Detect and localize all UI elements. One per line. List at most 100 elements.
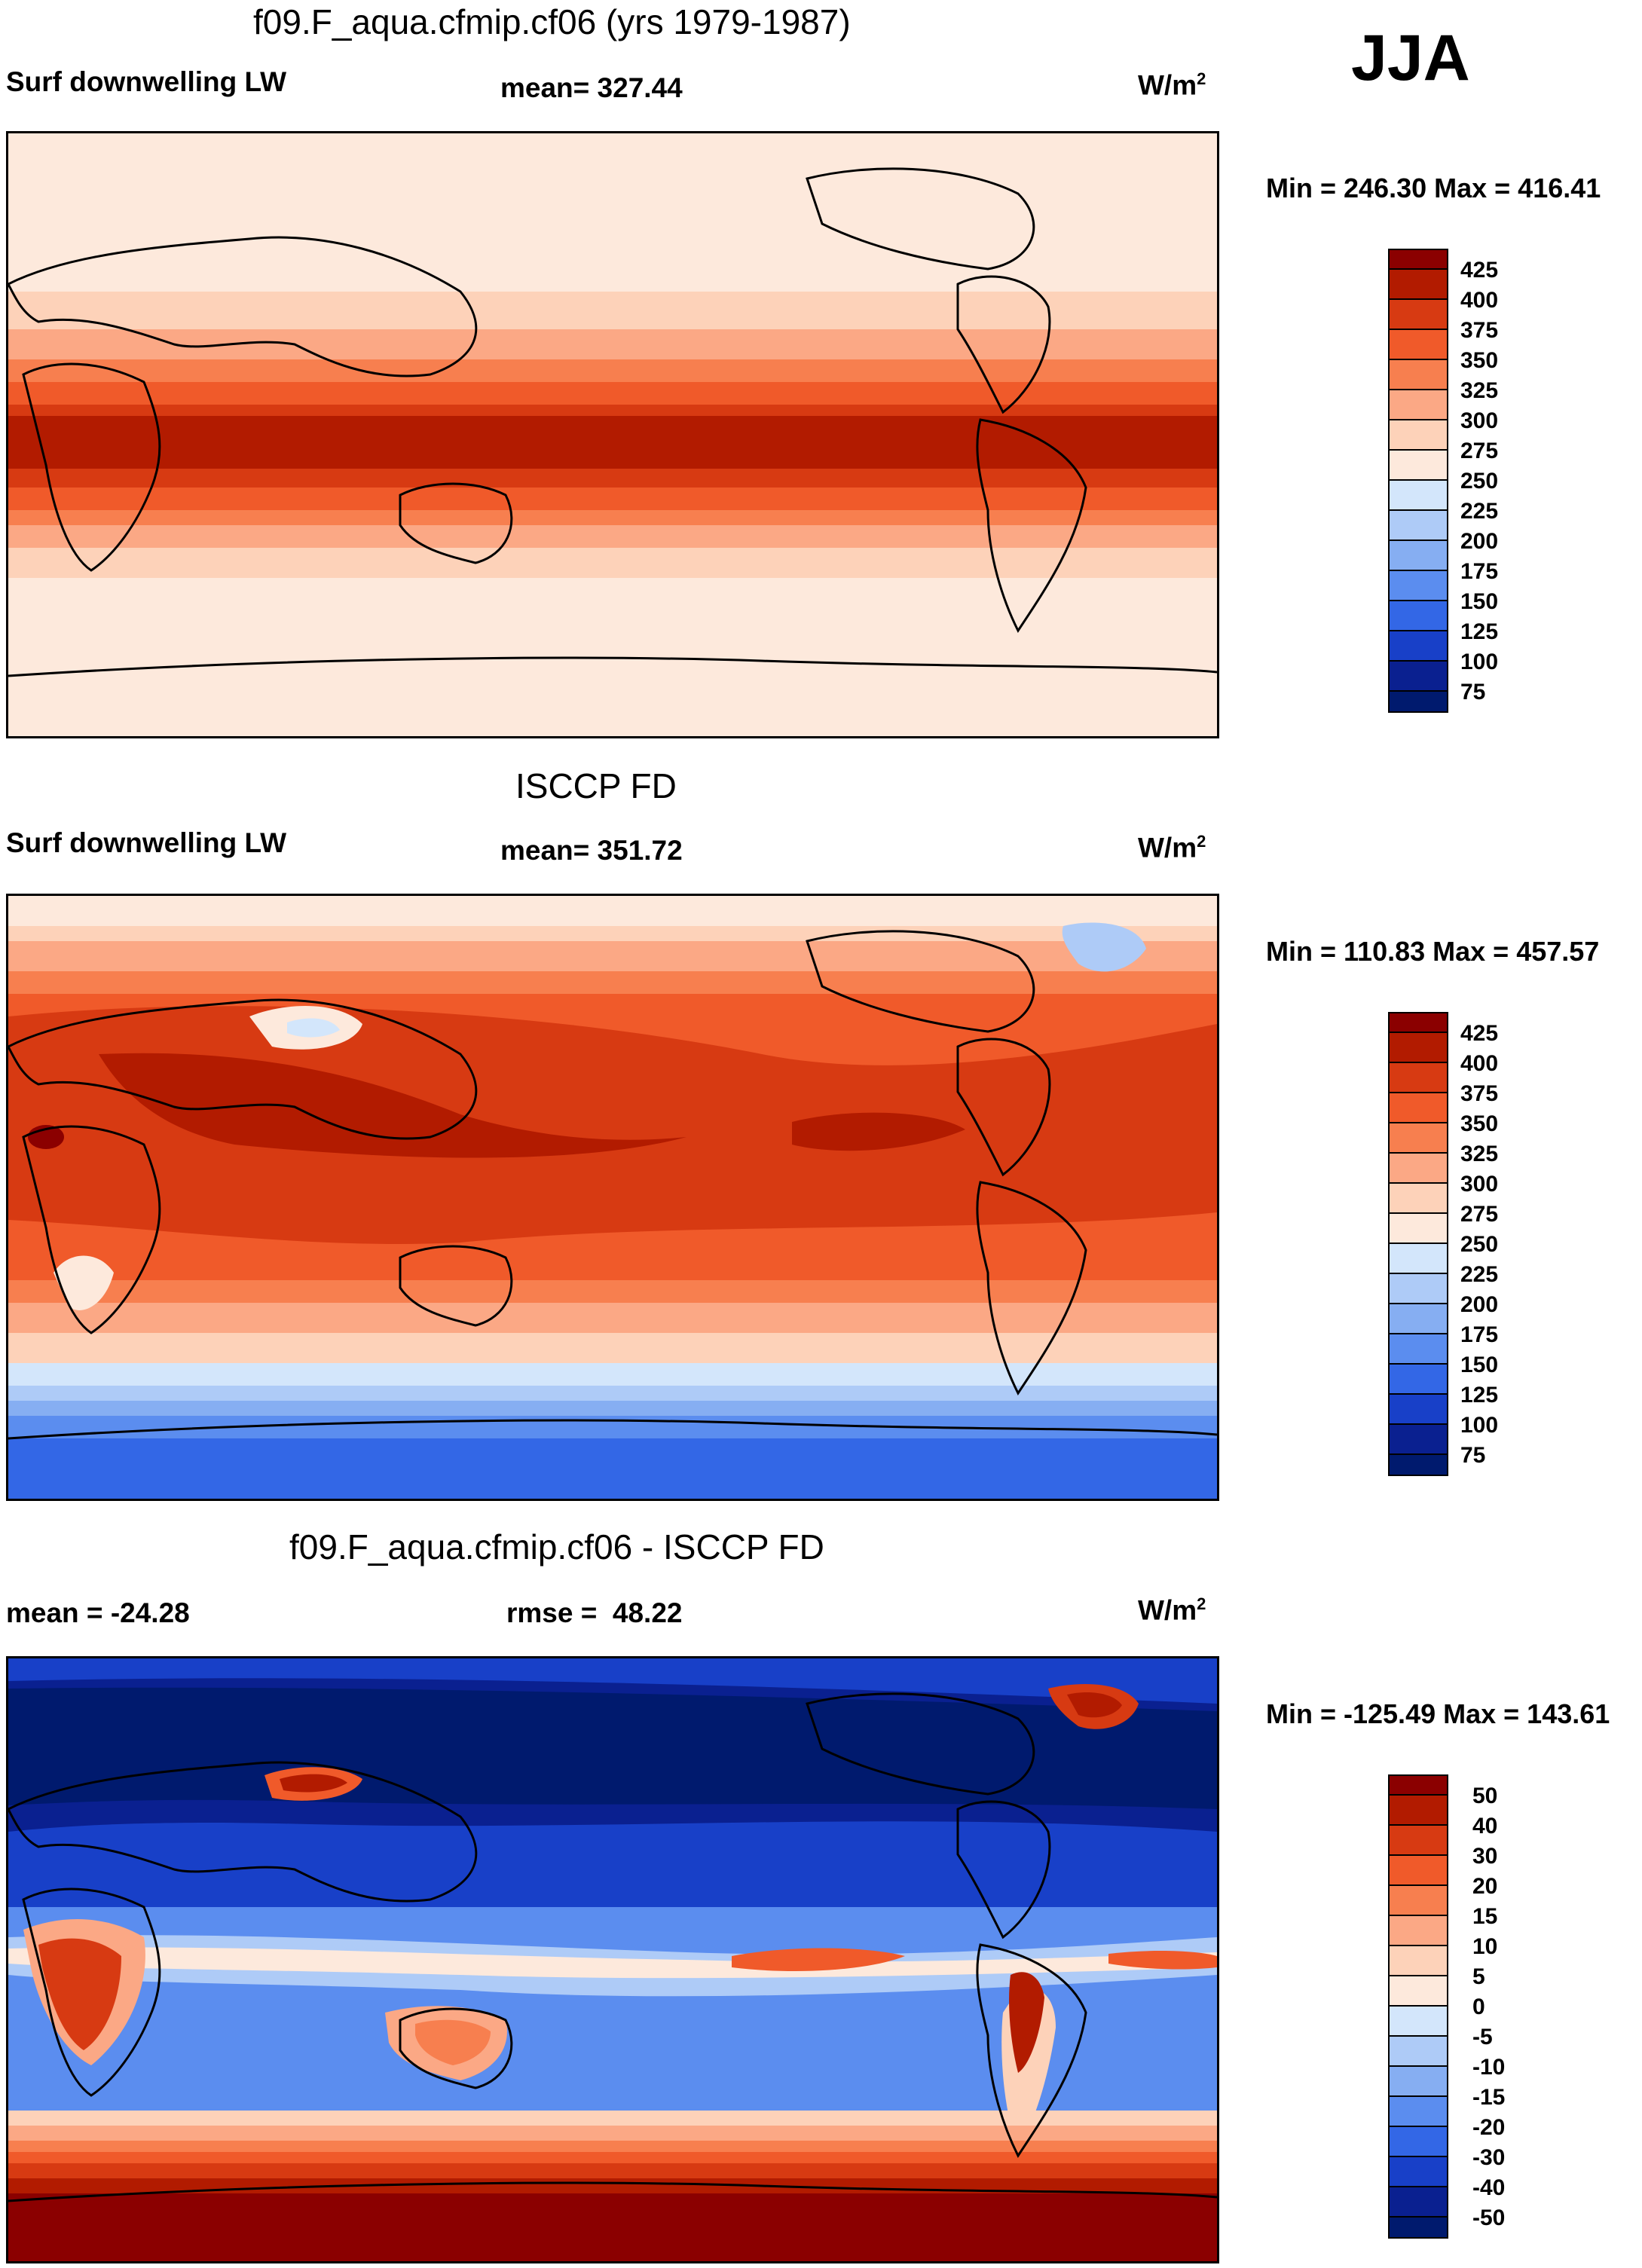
panel1-tick: 250 bbox=[1460, 469, 1499, 494]
panel3-cbar-seg bbox=[1390, 2187, 1447, 2218]
panel1-colorbar bbox=[1388, 249, 1448, 713]
panel3-cbar-seg bbox=[1390, 1856, 1447, 1886]
panel3-unit-exp: 2 bbox=[1197, 1594, 1206, 1613]
panel1-tick: 100 bbox=[1460, 650, 1499, 674]
panel2-plateau-225 bbox=[287, 1018, 340, 1038]
panel3-tick: -50 bbox=[1472, 2205, 1506, 2230]
panel1-cbar-seg bbox=[1390, 511, 1447, 541]
panel1-tick: 75 bbox=[1460, 680, 1486, 705]
panel2-cbar-seg bbox=[1390, 1334, 1447, 1365]
panel3-region-20 bbox=[732, 1948, 905, 1971]
panel2-tick: 125 bbox=[1460, 1383, 1499, 1408]
panel3-tick: 40 bbox=[1472, 1814, 1498, 1839]
panel3-band-50 bbox=[8, 2193, 1217, 2261]
panel2-left-label: Surf downwelling LW bbox=[6, 827, 287, 858]
panel1-tick: 300 bbox=[1460, 408, 1499, 433]
panel1-unit: W/m2 bbox=[1138, 69, 1206, 101]
panel2-cbar-seg bbox=[1390, 1395, 1447, 1425]
panel1-coastlines bbox=[8, 167, 1217, 677]
panel1-band-400 bbox=[8, 416, 1217, 469]
panel2-region-400-b bbox=[792, 1112, 965, 1151]
panel3-cbar-seg bbox=[1390, 2007, 1447, 2037]
panel2-tick: 150 bbox=[1460, 1353, 1499, 1377]
panel3-cbar-seg bbox=[1390, 2067, 1447, 2097]
panel3-australia-15 bbox=[415, 2019, 491, 2065]
panel3-tick: -5 bbox=[1472, 2025, 1493, 2049]
panel3-rmse-label: rmse = 48.22 bbox=[506, 1597, 683, 1628]
panel2-unit-exp: 2 bbox=[1197, 832, 1206, 851]
panel3-unit: W/m2 bbox=[1138, 1594, 1206, 1626]
panel2-region-400 bbox=[99, 1053, 686, 1158]
panel2-title: ISCCP FD bbox=[515, 766, 677, 805]
panel1-unit-exp: 2 bbox=[1197, 69, 1206, 88]
panel1-cbar-seg bbox=[1390, 330, 1447, 360]
panel1-tick: 325 bbox=[1460, 378, 1499, 403]
panel2-tick: 225 bbox=[1460, 1262, 1499, 1287]
panel3-cbar-seg bbox=[1390, 1826, 1447, 1856]
panel1-tick: 200 bbox=[1460, 529, 1499, 554]
panel3-cbar-seg bbox=[1390, 2218, 1447, 2237]
panel1-cbar-seg bbox=[1390, 270, 1447, 300]
panel1-left-label: Surf downwelling LW bbox=[6, 66, 287, 97]
panel3-tick: 20 bbox=[1472, 1874, 1498, 1899]
panel1-tick: 375 bbox=[1460, 318, 1499, 343]
panel1-map-field bbox=[8, 133, 1217, 736]
panel1-cbar-seg bbox=[1390, 390, 1447, 420]
panel1-tick: 175 bbox=[1460, 559, 1499, 584]
panel3-tick: 50 bbox=[1472, 1784, 1498, 1808]
panel3-minmax: Min = -125.49 Max = 143.61 bbox=[1266, 1698, 1610, 1729]
panel2-tick: 375 bbox=[1460, 1081, 1499, 1106]
panel3-tick: -40 bbox=[1472, 2175, 1506, 2200]
panel1-cbar-seg bbox=[1390, 631, 1447, 662]
panel3-cbar-seg bbox=[1390, 1916, 1447, 1946]
panel2-cbar-seg bbox=[1390, 1033, 1447, 1063]
panel3-cbar-seg bbox=[1390, 1796, 1447, 1826]
panel3-plateau-40 bbox=[280, 1774, 347, 1793]
panel3-colorbar bbox=[1388, 1774, 1448, 2239]
panel3-coastlines bbox=[8, 1692, 1217, 2202]
panel2-cbar-seg bbox=[1390, 1123, 1447, 1154]
panel1-cbar-seg bbox=[1390, 662, 1447, 692]
panel3-tick: -30 bbox=[1472, 2145, 1506, 2170]
panel1-cbar-seg bbox=[1390, 601, 1447, 631]
panel2-region-africa-base bbox=[54, 1255, 114, 1310]
panel1-mean-label: mean= 327.44 bbox=[500, 72, 683, 103]
panel1-map bbox=[6, 131, 1219, 738]
panel2-cbar-seg bbox=[1390, 1184, 1447, 1214]
panel2-cbar-seg bbox=[1390, 1274, 1447, 1304]
panel3-tick: -20 bbox=[1472, 2115, 1506, 2140]
panel2-minmax: Min = 110.83 Max = 457.57 bbox=[1266, 936, 1600, 967]
panel1-cbar-seg bbox=[1390, 250, 1447, 270]
panel2-cbar-seg bbox=[1390, 1425, 1447, 1455]
panel3-band-0 bbox=[8, 1947, 1217, 1979]
panel2-tick: 325 bbox=[1460, 1142, 1499, 1166]
panel2-tick: 75 bbox=[1460, 1443, 1486, 1468]
panel3-tick: -15 bbox=[1472, 2085, 1506, 2110]
panel1-cbar-seg bbox=[1390, 571, 1447, 601]
panel2-tick: 400 bbox=[1460, 1051, 1499, 1076]
panel2-coastlines bbox=[8, 930, 1217, 1440]
panel1-tick: 125 bbox=[1460, 619, 1499, 644]
panel3-cbar-seg bbox=[1390, 1976, 1447, 2007]
panel3-title: f09.F_aqua.cfmip.cf06 - ISCCP FD bbox=[289, 1527, 824, 1567]
panel2-cbar-seg bbox=[1390, 1304, 1447, 1334]
panel3-tick: 30 bbox=[1472, 1844, 1498, 1869]
panel2-unit-base: W/m bbox=[1138, 832, 1197, 863]
panel1-tick: 400 bbox=[1460, 288, 1499, 313]
panel1-cbar-seg bbox=[1390, 420, 1447, 451]
panel3-cbar-seg bbox=[1390, 2157, 1447, 2187]
panel3-cbar-seg bbox=[1390, 1946, 1447, 1976]
panel2-cbar-seg bbox=[1390, 1244, 1447, 1274]
panel3-cbar-seg bbox=[1390, 1886, 1447, 1916]
panel3-cbar-seg bbox=[1390, 2037, 1447, 2067]
panel1-cbar-seg bbox=[1390, 451, 1447, 481]
panel1-tick: 150 bbox=[1460, 589, 1499, 614]
panel3-tick: 5 bbox=[1472, 1964, 1485, 1989]
panel3-map-field bbox=[8, 1658, 1217, 2261]
panel2-cbar-seg bbox=[1390, 1093, 1447, 1123]
panel2-cbar-seg bbox=[1390, 1455, 1447, 1475]
panel3-africa-30 bbox=[38, 1938, 121, 2050]
panel2-tick: 175 bbox=[1460, 1322, 1499, 1347]
panel2-mean-label: mean= 351.72 bbox=[500, 835, 683, 866]
panel2-tick: 275 bbox=[1460, 1202, 1499, 1227]
